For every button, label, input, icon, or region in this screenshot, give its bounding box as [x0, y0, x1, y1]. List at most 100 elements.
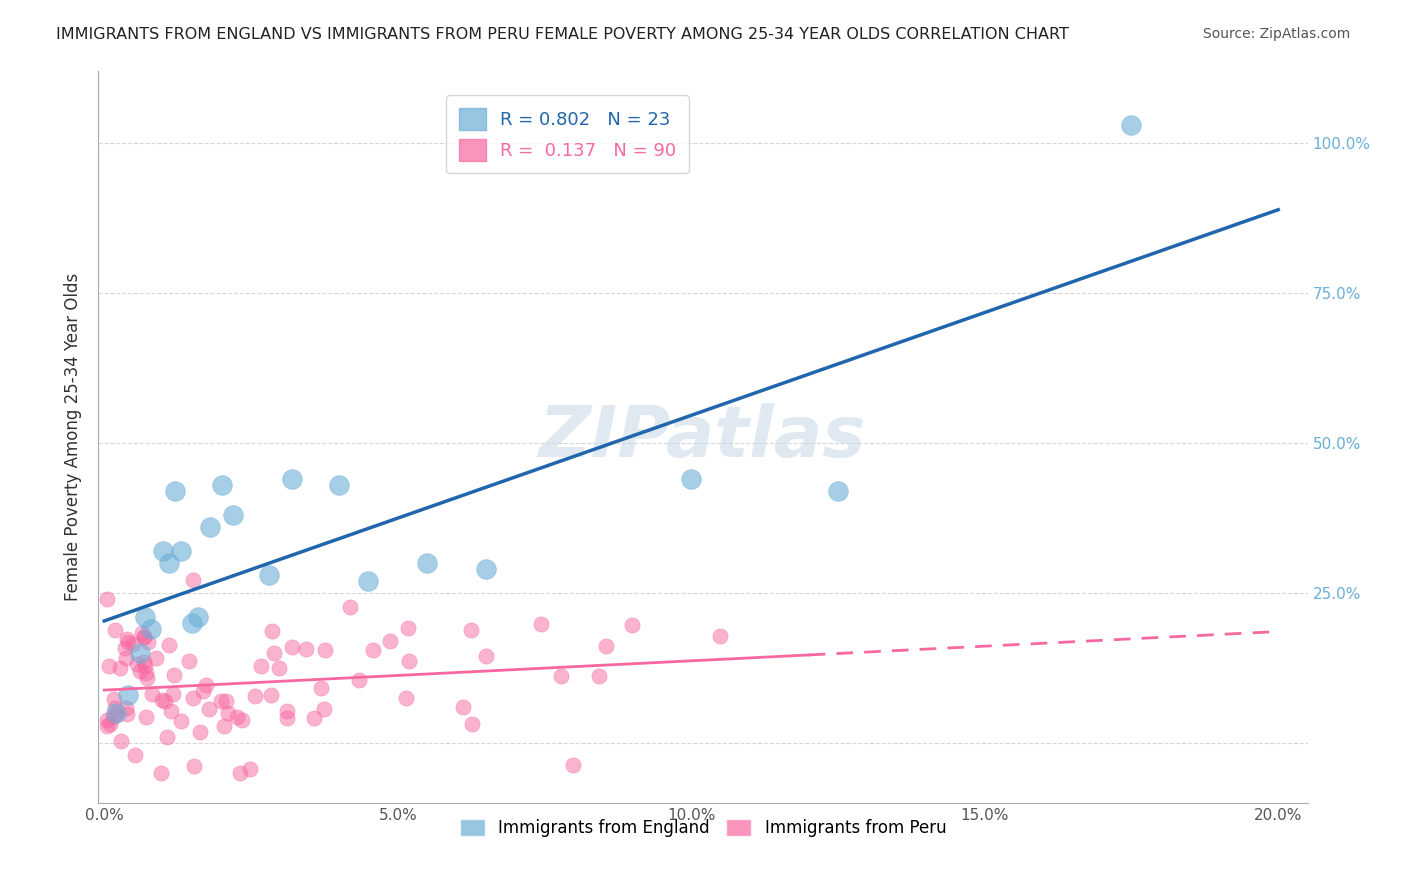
Point — [141, 688, 163, 702]
Point — [150, 693, 173, 707]
Point — [226, 709, 249, 723]
Point — [152, 544, 174, 558]
Point — [276, 704, 298, 718]
Point — [211, 478, 233, 492]
Point — [396, 621, 419, 635]
Point — [169, 544, 191, 558]
Point — [530, 616, 553, 631]
Point — [183, 758, 205, 772]
Legend: Immigrants from England, Immigrants from Peru: Immigrants from England, Immigrants from… — [451, 811, 955, 846]
Point — [461, 717, 484, 731]
Point — [475, 649, 498, 664]
Point — [361, 642, 384, 657]
Point — [136, 671, 159, 685]
Point — [124, 748, 146, 763]
Point — [117, 635, 139, 649]
Point — [314, 643, 336, 657]
Point — [243, 689, 266, 703]
Point — [96, 591, 118, 606]
Point — [276, 711, 298, 725]
Point — [132, 630, 155, 644]
Point — [135, 666, 157, 681]
Point — [114, 640, 136, 655]
Point — [110, 734, 132, 748]
Point — [96, 719, 118, 733]
Point — [222, 508, 245, 522]
Point — [349, 673, 371, 687]
Point — [588, 668, 610, 682]
Point — [595, 640, 617, 654]
Point — [451, 699, 474, 714]
Point — [827, 483, 849, 498]
Point — [136, 634, 159, 648]
Point — [128, 646, 150, 660]
Point — [104, 700, 127, 714]
Point — [104, 706, 127, 721]
Point — [141, 622, 163, 636]
Point — [181, 573, 204, 587]
Point — [187, 610, 209, 624]
Text: Source: ZipAtlas.com: Source: ZipAtlas.com — [1202, 27, 1350, 41]
Point — [217, 706, 239, 721]
Point — [239, 762, 262, 776]
Point — [212, 718, 235, 732]
Text: ZIPatlas: ZIPatlas — [540, 402, 866, 472]
Point — [294, 641, 316, 656]
Point — [105, 706, 128, 720]
Point — [194, 678, 217, 692]
Point — [198, 520, 221, 534]
Point — [149, 765, 172, 780]
Point — [101, 710, 124, 724]
Point — [395, 691, 418, 706]
Point — [163, 483, 186, 498]
Point — [135, 709, 157, 723]
Point — [1121, 118, 1143, 132]
Point — [193, 683, 215, 698]
Point — [98, 659, 121, 673]
Point — [127, 657, 149, 672]
Point — [114, 650, 136, 665]
Point — [181, 690, 204, 705]
Point — [132, 655, 155, 669]
Point — [197, 702, 219, 716]
Point — [231, 714, 253, 728]
Point — [357, 574, 380, 588]
Point — [163, 668, 186, 682]
Point — [162, 688, 184, 702]
Point — [709, 630, 731, 644]
Point — [263, 646, 285, 660]
Point — [188, 724, 211, 739]
Point — [681, 472, 703, 486]
Point — [129, 664, 152, 678]
Point — [550, 669, 572, 683]
Point — [169, 714, 191, 728]
Point — [398, 654, 420, 668]
Point — [229, 765, 252, 780]
Point — [260, 688, 283, 702]
Point — [281, 472, 304, 486]
Point — [134, 658, 156, 673]
Point — [155, 694, 177, 708]
Point — [339, 599, 361, 614]
Point — [134, 610, 156, 624]
Point — [177, 654, 200, 668]
Point — [267, 661, 290, 675]
Point — [108, 661, 131, 675]
Point — [475, 562, 498, 576]
Point — [378, 634, 401, 648]
Point — [157, 556, 180, 570]
Point — [250, 659, 273, 673]
Point — [416, 556, 439, 570]
Point — [145, 651, 167, 665]
Point — [302, 710, 325, 724]
Point — [132, 630, 155, 644]
Point — [98, 716, 121, 731]
Point — [260, 624, 283, 638]
Point — [104, 623, 127, 637]
Point — [281, 640, 304, 654]
Point — [103, 691, 125, 706]
Point — [115, 701, 138, 715]
Point — [181, 615, 204, 630]
Point — [257, 568, 280, 582]
Point — [96, 713, 118, 727]
